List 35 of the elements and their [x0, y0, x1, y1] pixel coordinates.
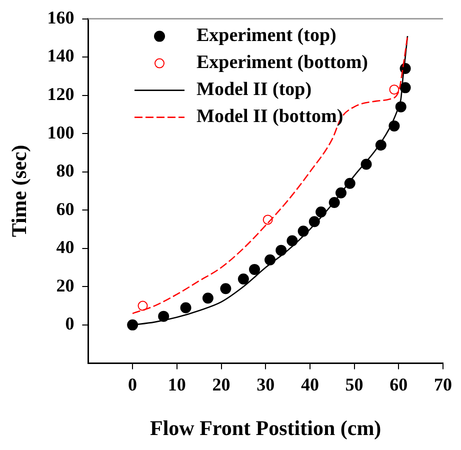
point: [276, 244, 287, 256]
legend-label: Model II (top): [196, 79, 312, 100]
y-tick-label: 120: [47, 84, 74, 104]
point: [138, 300, 148, 311]
x-tick-label: 40: [300, 374, 319, 395]
x-tick-label: 20: [212, 374, 230, 395]
x-tick-label: 0: [128, 374, 138, 395]
x-tick-label: 60: [390, 374, 408, 395]
point: [316, 206, 327, 218]
point: [389, 84, 400, 95]
y-tick-label: 140: [47, 46, 74, 66]
y-tick-label: 60: [56, 198, 74, 219]
x-tick-label: 10: [168, 374, 186, 395]
point: [238, 274, 249, 285]
y-tick-label: 20: [56, 275, 74, 296]
point: [202, 292, 214, 304]
legend-label: Experiment (bottom): [196, 52, 368, 74]
y-tick-label: 0: [65, 314, 74, 334]
y-axis-title: Time (sec): [7, 144, 32, 238]
x-tick-label: 50: [345, 374, 364, 395]
y-tick-label: 80: [56, 160, 74, 181]
point: [180, 302, 192, 314]
x-tick-label: 30: [256, 374, 275, 395]
point: [286, 235, 298, 246]
y-tick-label: 160: [47, 7, 74, 28]
point: [127, 319, 138, 330]
y-tick-label: 40: [56, 237, 74, 258]
y-tick-label: 100: [47, 122, 74, 142]
legend-label: Experiment (top): [196, 25, 336, 46]
point: [158, 310, 170, 322]
point: [220, 283, 232, 294]
point: [249, 264, 260, 275]
x-tick-label: 70: [434, 374, 452, 395]
legend-label: Model II (bottom): [196, 106, 344, 128]
x-axis-title: Flow Front Postition (cm): [150, 416, 382, 440]
